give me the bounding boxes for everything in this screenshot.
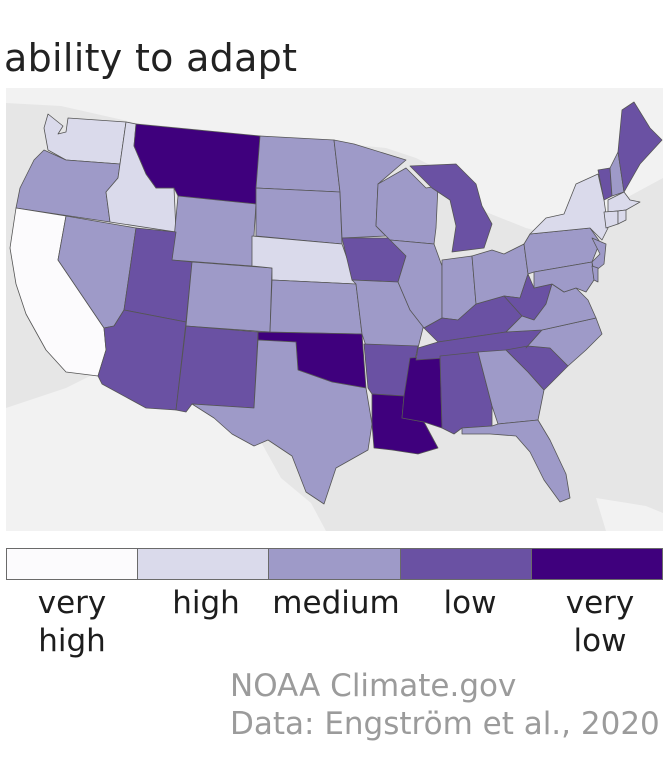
- legend-label-line: medium: [272, 585, 400, 621]
- state-michigan: [409, 163, 493, 253]
- state-maine: [617, 101, 663, 193]
- state-florida: [461, 419, 571, 503]
- canada-land: [6, 88, 663, 238]
- state-ohio: [471, 243, 529, 305]
- state-kansas: [269, 279, 363, 335]
- legend-label-very-high: very high: [30, 584, 114, 660]
- legend-label-high: high: [164, 584, 248, 622]
- legend-swatch-low: [400, 549, 532, 579]
- choropleth-map: [6, 88, 663, 531]
- legend-swatch-very-high: [7, 549, 139, 579]
- legend-swatch-high: [138, 549, 270, 579]
- caribbean-land: [596, 498, 663, 531]
- legend-label-line: low: [573, 623, 627, 659]
- legend-label-line: high: [38, 623, 106, 659]
- state-wyoming: [171, 195, 257, 267]
- credit-source: NOAA Climate.gov: [230, 668, 517, 704]
- legend-swatch-very-low: [531, 549, 663, 579]
- state-texas: [191, 339, 373, 505]
- legend-label-line: low: [443, 585, 497, 621]
- legend-label-very-low: very low: [558, 584, 642, 660]
- credit-data: Data: Engström et al., 2020: [230, 706, 660, 742]
- state-new-mexico: [175, 325, 259, 413]
- state-delaware: [591, 265, 599, 283]
- legend-swatch-medium: [269, 549, 401, 579]
- map-title: ability to adapt: [4, 36, 298, 80]
- legend-label-line: very: [37, 585, 107, 621]
- state-colorado: [185, 261, 273, 333]
- legend-label-line: high: [172, 585, 240, 621]
- legend-label-medium: medium: [266, 584, 406, 622]
- legend-label-low: low: [428, 584, 512, 622]
- legend-bar: [6, 548, 663, 580]
- mexico-land: [6, 373, 326, 531]
- state-rhode-island: [617, 209, 627, 225]
- state-north-dakota: [255, 135, 341, 193]
- state-connecticut: [603, 210, 619, 229]
- legend-label-line: very: [565, 585, 635, 621]
- state-south-dakota: [255, 187, 343, 245]
- state-wisconsin: [375, 167, 439, 245]
- us-states-map: [6, 88, 663, 531]
